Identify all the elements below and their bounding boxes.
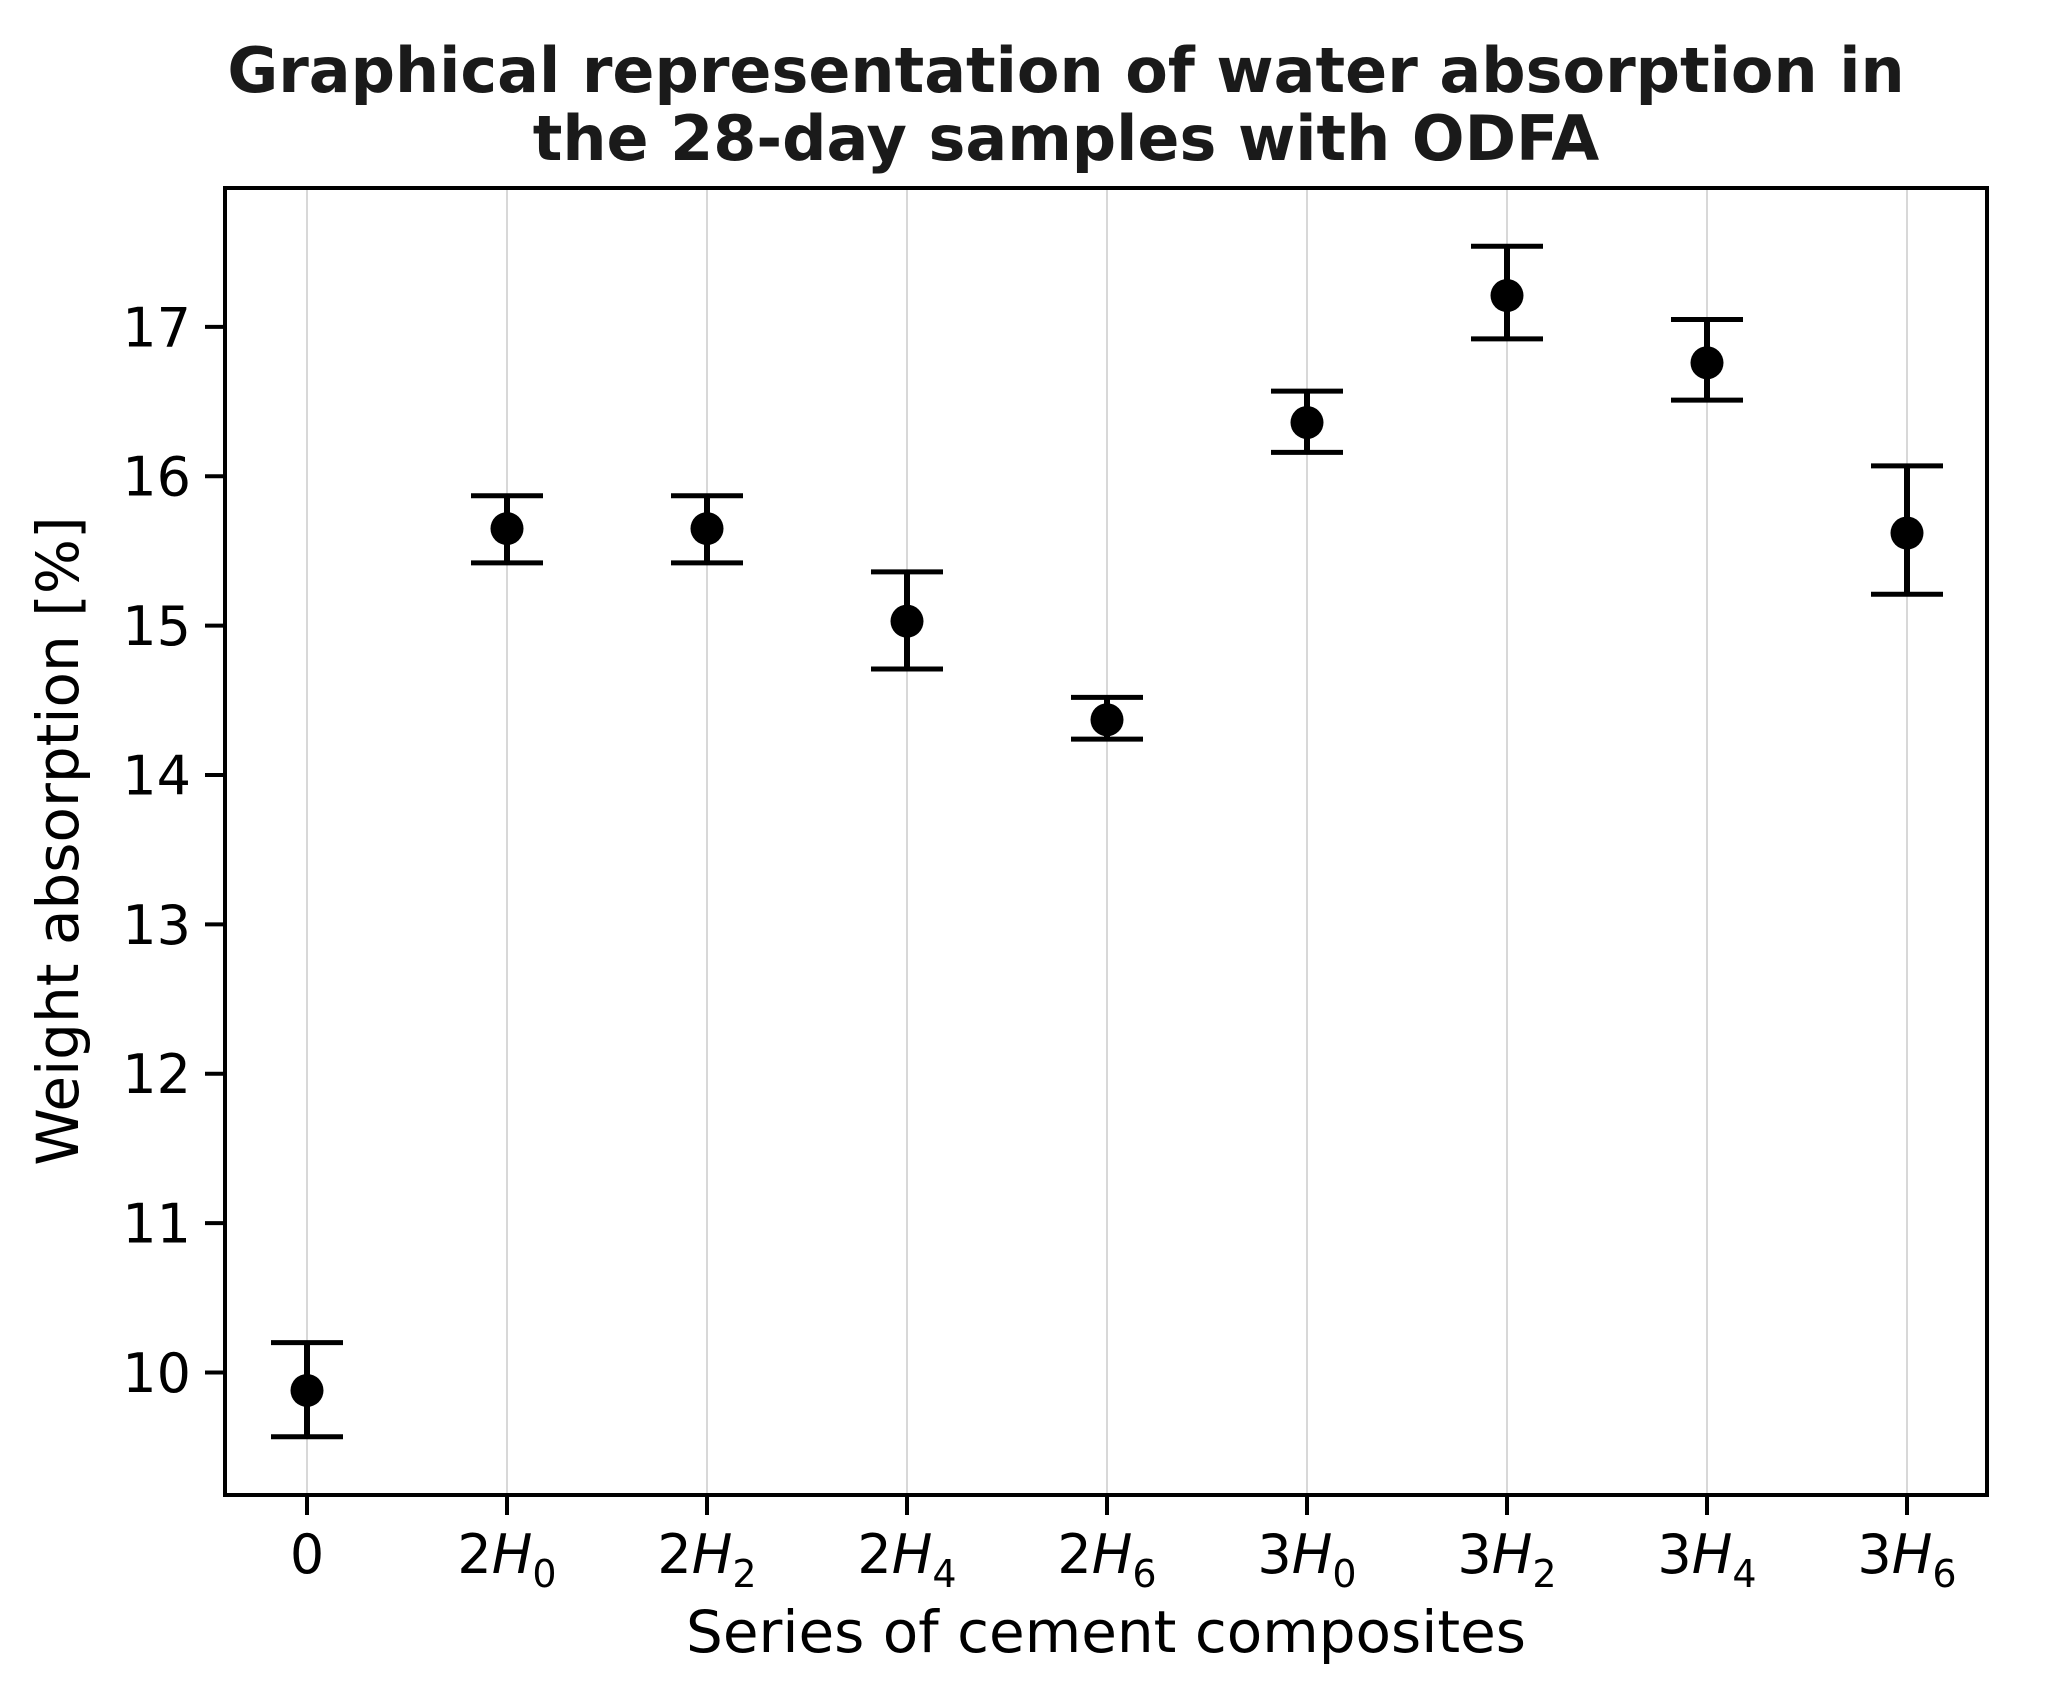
x-tick-label: 2H0 — [457, 1523, 556, 1596]
data-point-marker — [1090, 703, 1124, 737]
data-point-group-0 — [271, 1340, 343, 1440]
tick-layer: 10 11 12 13 14 15 16 17 0 2H0 2H2 2H4 2H6 3H0 3H2 3H4 3H… — [122, 296, 1956, 1596]
data-point-marker — [890, 604, 924, 638]
y-tick-label: 10 — [122, 1342, 191, 1405]
data-point-group-3H2 — [1471, 243, 1543, 342]
data-point-marker — [290, 1373, 324, 1407]
x-tick-label: 3H6 — [1857, 1523, 1956, 1596]
x-tick-label: 2H2 — [657, 1523, 756, 1596]
x-tick-label: 0 — [290, 1523, 324, 1586]
x-tick-label: 2H4 — [857, 1523, 956, 1596]
chart-title-line-1: Graphical representation of water absorp… — [227, 34, 1904, 107]
x-tick-label: 3H0 — [1257, 1523, 1356, 1596]
y-tick-label: 16 — [122, 446, 191, 509]
x-tick-label: 3H2 — [1457, 1523, 1556, 1596]
x-tick-label: 3H4 — [1657, 1523, 1756, 1596]
y-tick-label: 17 — [122, 296, 191, 359]
data-point-marker — [1690, 346, 1724, 380]
data-point-layer — [271, 243, 1943, 1440]
y-tick-label: 14 — [122, 744, 191, 807]
data-point-group-3H6 — [1871, 463, 1943, 597]
data-point-marker — [490, 512, 524, 546]
data-point-group-2H4 — [871, 569, 943, 672]
y-tick-label: 11 — [122, 1193, 191, 1256]
data-point-group-3H4 — [1671, 316, 1743, 403]
data-point-group-3H0 — [1271, 388, 1343, 455]
data-point-group-2H2 — [671, 493, 743, 566]
data-point-group-2H6 — [1071, 694, 1143, 742]
data-point-marker — [1290, 406, 1324, 440]
data-point-marker — [1490, 279, 1524, 313]
data-point-group-2H0 — [471, 493, 543, 566]
data-point-marker — [1890, 516, 1924, 550]
gridline-layer — [306, 188, 1908, 1495]
x-tick-label: 2H6 — [1057, 1523, 1156, 1596]
y-tick-label: 13 — [122, 894, 191, 957]
y-tick-label: 12 — [122, 1043, 191, 1106]
x-axis-label: Series of cement composites — [686, 1598, 1526, 1666]
y-axis-label: Weight absorption [%] — [24, 516, 92, 1165]
y-tick-label: 15 — [122, 595, 191, 658]
data-point-marker — [690, 512, 724, 546]
chart-title-line-2: the 28-day samples with ODFA — [533, 102, 1600, 175]
